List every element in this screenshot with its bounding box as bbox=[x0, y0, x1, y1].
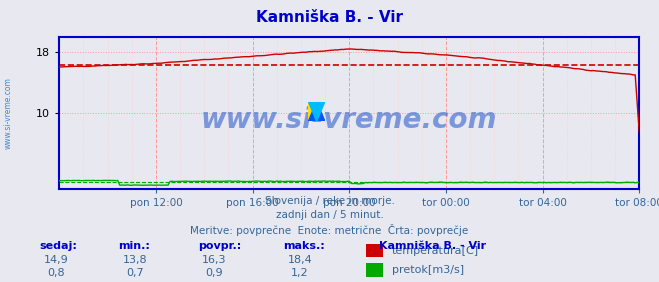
Bar bbox=[366, 263, 383, 277]
Text: 0,7: 0,7 bbox=[127, 268, 144, 278]
Text: 1,2: 1,2 bbox=[291, 268, 308, 278]
Text: Slovenija / reke in morje.: Slovenija / reke in morje. bbox=[264, 196, 395, 206]
Text: zadnji dan / 5 minut.: zadnji dan / 5 minut. bbox=[275, 210, 384, 220]
Text: 0,9: 0,9 bbox=[206, 268, 223, 278]
Polygon shape bbox=[308, 102, 325, 121]
Text: min.:: min.: bbox=[119, 241, 150, 251]
Text: sedaj:: sedaj: bbox=[40, 241, 77, 251]
Text: temperatura[C]: temperatura[C] bbox=[392, 246, 479, 256]
Text: 0,8: 0,8 bbox=[47, 268, 65, 278]
Text: 16,3: 16,3 bbox=[202, 255, 227, 265]
Text: www.si-vreme.com: www.si-vreme.com bbox=[201, 106, 498, 135]
Bar bbox=[366, 244, 383, 257]
Text: Kamniška B. - Vir: Kamniška B. - Vir bbox=[379, 241, 486, 251]
Text: Meritve: povprečne  Enote: metrične  Črta: povprečje: Meritve: povprečne Enote: metrične Črta:… bbox=[190, 224, 469, 236]
Text: 14,9: 14,9 bbox=[43, 255, 69, 265]
Text: 13,8: 13,8 bbox=[123, 255, 148, 265]
Text: www.si-vreme.com: www.si-vreme.com bbox=[3, 77, 13, 149]
Text: 18,4: 18,4 bbox=[287, 255, 312, 265]
Text: Kamniška B. - Vir: Kamniška B. - Vir bbox=[256, 10, 403, 25]
Text: maks.:: maks.: bbox=[283, 241, 325, 251]
Text: pretok[m3/s]: pretok[m3/s] bbox=[392, 265, 464, 276]
Text: povpr.:: povpr.: bbox=[198, 241, 241, 251]
Polygon shape bbox=[308, 102, 317, 121]
Polygon shape bbox=[308, 102, 325, 121]
